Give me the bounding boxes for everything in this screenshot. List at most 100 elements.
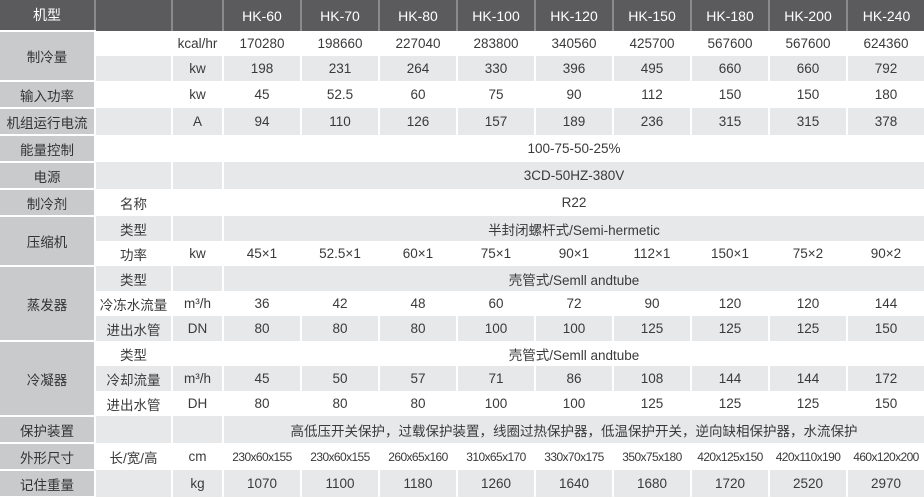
table-row: 保护装置 高低压开关保护，过载保护装置，线圈过热保护器，低温保护开关，逆向缺相保护… [0,416,924,444]
header-model-hk-70: HK-70 [301,0,380,31]
header-model-hk-100: HK-100 [457,0,536,31]
value-cell: 100 [457,391,536,416]
value-cell: 144 [847,291,924,316]
value-cell: 170280 [223,31,302,56]
value-cell: 125 [769,391,848,416]
value-cell: 2520 [769,470,848,497]
value-cell: 1720 [691,470,770,497]
unit-cell: m³/h [172,291,224,316]
value-cell: 125 [691,391,770,416]
value-cell: 75 [457,81,536,108]
value-cell: 125 [691,316,770,341]
value-cell: 227040 [379,31,458,56]
value-cell: 1260 [457,470,536,497]
table-row: 进出水管 DN 80 80 80 100 100 125 125 125 150 [0,316,924,341]
unit-cell: m³/h [172,366,224,391]
sub-label [95,162,173,189]
header-blank [95,0,173,31]
span-value: 高低压开关保护，过载保护装置，线圈过热保护器，低温保护开关，逆向缺相保护器，水流… [223,416,924,443]
value-cell: 660 [769,56,848,81]
unit-cell: A [172,108,224,135]
table-row: 制冷量 kcal/hr 170280 198660 227040 283800 340560… [0,31,924,82]
header-model-hk-120: HK-120 [535,0,614,31]
value-cell: 157 [457,108,536,135]
header-model-hk-150: HK-150 [613,0,692,31]
value-cell: 90×1 [535,241,614,266]
table-row: 电源 3CD-50HZ-380V [0,162,924,190]
header-model-hk-80: HK-80 [379,0,458,31]
value-cell: 330x70x175 [535,443,614,470]
header-model-hk-240: HK-240 [847,0,924,31]
unit-cell [172,189,224,216]
value-cell: 231 [301,56,380,81]
value-cell: 45 [223,81,302,108]
value-cell: 75×1 [457,241,536,266]
value-cell: 792 [847,56,924,81]
value-cell: 150 [847,316,924,341]
header-model-hk-180: HK-180 [691,0,770,31]
value-cell: 80 [379,316,458,341]
value-cell: 125 [613,316,692,341]
value-cell: 42 [301,291,380,316]
value-cell: 150×1 [691,241,770,266]
value-cell: 230x60x155 [223,443,302,470]
value-cell: 567600 [769,31,848,56]
value-cell: 60×1 [379,241,458,266]
value-cell: 150 [691,81,770,108]
value-cell: 1640 [535,470,614,497]
value-cell: 80 [223,316,302,341]
value-cell: 230x60x155 [301,443,380,470]
value-cell: 120 [769,291,848,316]
value-cell: 125 [769,316,848,341]
unit-cell: kw [172,241,224,266]
row-label: 电源 [0,162,96,190]
unit-cell: cm [172,443,224,470]
sub-label: 冷却流量 [95,366,173,391]
table-row: 进出水管 DH 80 80 80 100 100 125 125 125 150 [0,391,924,416]
value-cell: 189 [535,108,614,135]
row-label: 蒸发器 [0,266,96,342]
row-label: 外形尺寸 [0,443,96,471]
span-value: 壳管式/Semll andtube [223,266,924,291]
unit-cell: kw [172,81,224,108]
value-cell: 396 [535,56,614,81]
value-cell: 60 [457,291,536,316]
table-row: 制冷剂 名称 R22 [0,189,924,217]
span-value: 3CD-50HZ-380V [223,162,924,189]
table-row: 能量控制 100-75-50-25% [0,135,924,163]
value-cell: 420x125x150 [691,443,770,470]
value-cell: 330 [457,56,536,81]
value-cell: 567600 [691,31,770,56]
value-cell: 86 [535,366,614,391]
value-cell: 90×2 [847,241,924,266]
unit-cell: DN [172,316,224,341]
unit-cell: kg [172,470,224,497]
value-cell: 52.5 [301,81,380,108]
header-row: 机型 HK-60 HK-70 HK-80 HK-100 HK-120 HK-150 HK-18… [0,0,924,32]
unit-cell: kcal/hr [172,31,224,56]
row-label: 压缩机 [0,216,96,267]
value-cell: 460x120x200 [847,443,924,470]
span-value: R22 [223,189,924,216]
sub-label: 名称 [95,189,173,216]
value-cell: 236 [613,108,692,135]
sub-label [95,470,173,497]
unit-cell [172,341,224,366]
value-cell: 80 [379,391,458,416]
value-cell: 180 [847,81,924,108]
table-row: 记住重量 kg 1070 1100 1180 1260 1640 1680 1720 2520 29… [0,470,924,498]
value-cell: 112 [613,81,692,108]
table-row: 输入功率 kw 45 52.5 60 75 90 112 150 150 180 [0,81,924,109]
value-cell: 120 [691,291,770,316]
value-cell: 198 [223,56,302,81]
unit-cell [172,216,224,241]
table-row: 冷冻水流量 m³/h 36 42 48 60 72 90 120 120 144 [0,291,924,316]
value-cell: 378 [847,108,924,135]
span-value: 半封闭螺杆式/Semi-hermetic [223,216,924,241]
table-row: 蒸发器 类型 壳管式/Semll andtube [0,266,924,342]
value-cell: 283800 [457,31,536,56]
value-cell: 1180 [379,470,458,497]
sub-label: 进出水管 [95,391,173,416]
unit-cell [172,135,224,162]
